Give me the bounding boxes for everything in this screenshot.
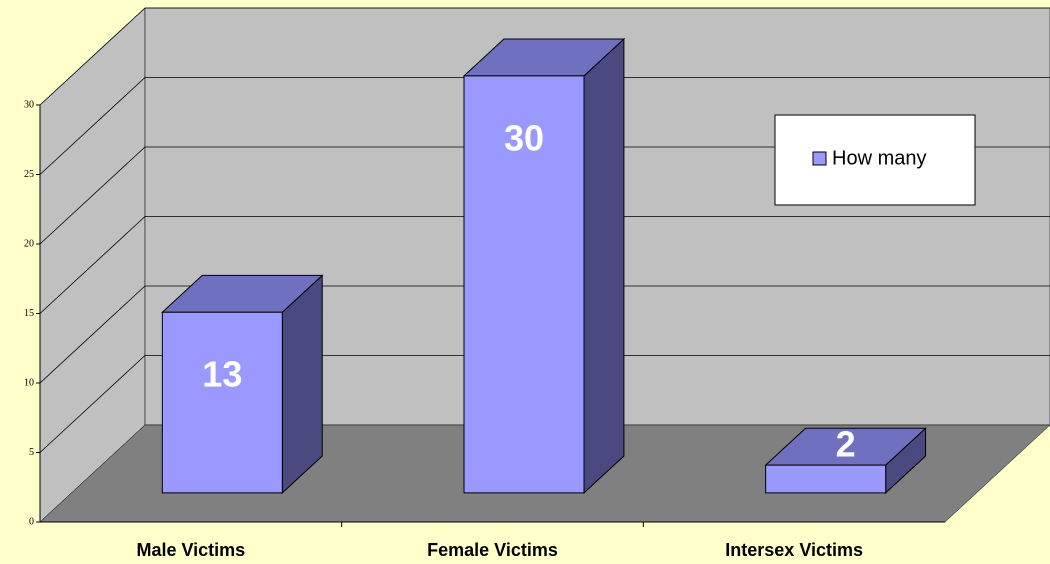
grid-line (39, 146, 1050, 245)
legend (774, 114, 976, 206)
grid-line (39, 7, 1050, 106)
grid-line (39, 216, 1050, 314)
x-tick-label: Male Victims (136, 540, 245, 560)
y-tick-label: 30 (24, 99, 34, 110)
data-label: 30 (504, 117, 544, 158)
bar-side (583, 37, 625, 495)
y-tick-label: 15 (24, 308, 34, 319)
grid-line (39, 285, 1050, 384)
grid-line (39, 77, 1050, 175)
x-tick-label: Female Victims (427, 540, 558, 560)
bar (765, 464, 887, 494)
bar (161, 311, 283, 494)
y-tick-label: 0 (29, 516, 34, 527)
grid-line (39, 355, 1050, 453)
y-tick-label: 5 (29, 447, 34, 458)
y-tick-label: 20 (24, 238, 34, 249)
x-tick-label: Intersex Victims (725, 540, 863, 560)
data-label: 13 (202, 354, 242, 395)
bar (463, 75, 585, 494)
y-tick-label: 10 (24, 377, 34, 388)
legend-swatch (812, 151, 827, 166)
legend-label: How many (832, 147, 926, 169)
y-tick-label: 25 (24, 169, 34, 180)
data-label: 2 (836, 424, 856, 465)
bar-side (281, 274, 323, 495)
